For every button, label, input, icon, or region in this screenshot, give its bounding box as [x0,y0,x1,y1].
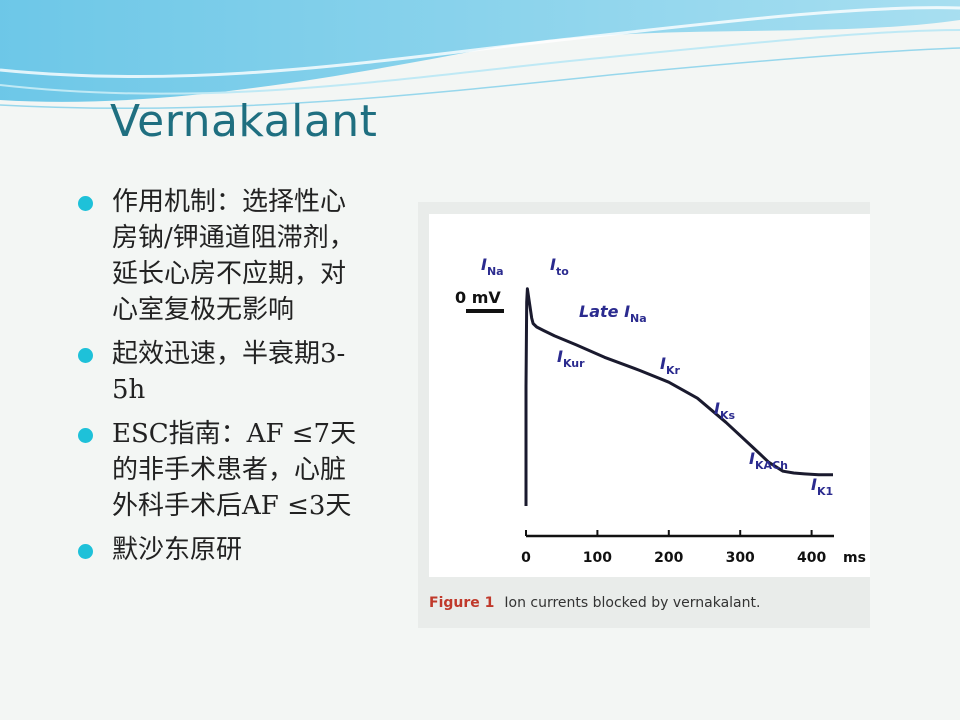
plot-area: 0 mV 0 100 200 300 400 ms INa Ito Late INa IKur… [429,214,870,577]
figure-caption-label: Figure 1 [429,595,495,611]
x-tick-label: 200 [654,550,683,566]
ion-current-name: I [749,449,755,468]
bullet-dot-icon [78,428,93,443]
bullet-dot-icon [78,544,93,559]
x-axis-ticks: 0 100 200 300 400 [521,530,826,566]
bullet-item: 作用机制：选择性心房钠/钾通道阻滞剂，延长心房不应期，对心室复极无影响 [78,184,378,328]
figure-panel: 0 mV 0 100 200 300 400 ms INa Ito Late INa IKur… [418,202,870,628]
slide-title: Vernakalant [110,96,378,147]
ion-current-label: IKs [714,399,735,422]
bullet-dot-icon [78,196,93,211]
ion-current-label: IK1 [811,475,833,498]
x-unit-label: ms [843,550,866,566]
ion-current-name: I [714,399,720,418]
ion-current-subscript: K1 [817,485,833,498]
ion-current-label: IKACh [749,449,788,472]
ion-current-label: IKur [557,347,585,370]
ion-current-label: IKr [660,354,680,377]
x-tick-label: 0 [521,550,531,566]
figure-caption: Figure 1 Ion currents blocked by vernakal… [429,595,760,611]
ion-current-label: INa [481,255,504,278]
ion-current-name: I [481,255,487,274]
x-tick-label: 400 [797,550,826,566]
bullet-text: 默沙东原研 [112,535,243,565]
ion-current-subscript: to [556,265,569,278]
bullet-item: 默沙东原研 [78,532,378,568]
bullet-text: ESC指南：AF ≤7天的非手术患者，心脏外科手术后AF ≤3天 [112,419,357,521]
zero-mv-label: 0 mV [455,288,501,307]
ion-current-subscript: Kur [563,357,585,370]
bullet-text: 作用机制：选择性心房钠/钾通道阻滞剂，延长心房不应期，对心室复极无影响 [112,187,355,325]
action-potential-trace [524,287,833,506]
header-wave-decoration [0,0,960,110]
ion-current-name: I [660,354,666,373]
ion-current-name: I [550,255,556,274]
x-tick-label: 100 [583,550,612,566]
ion-current-label: Late INa [579,302,647,325]
x-tick-label: 300 [726,550,755,566]
ion-current-name: I [811,475,817,494]
ion-current-name: Late I [579,302,630,321]
ion-current-subscript: KACh [755,459,788,472]
ion-current-subscript: Ks [720,409,736,422]
ion-current-subscript: Na [630,312,647,325]
ion-current-label: Ito [550,255,569,278]
bullet-item: 起效迅速，半衰期3-5h [78,336,378,408]
ion-current-subscript: Kr [666,364,681,377]
bullet-dot-icon [78,348,93,363]
bullet-list: 作用机制：选择性心房钠/钾通道阻滞剂，延长心房不应期，对心室复极无影响 起效迅速… [78,184,378,576]
ion-current-subscript: Na [487,265,504,278]
ion-current-name: I [557,347,563,366]
figure-caption-text: Ion currents blocked by vernakalant. [504,595,761,611]
bullet-text: 起效迅速，半衰期3-5h [112,339,346,405]
bullet-item: ESC指南：AF ≤7天的非手术患者，心脏外科手术后AF ≤3天 [78,416,378,524]
